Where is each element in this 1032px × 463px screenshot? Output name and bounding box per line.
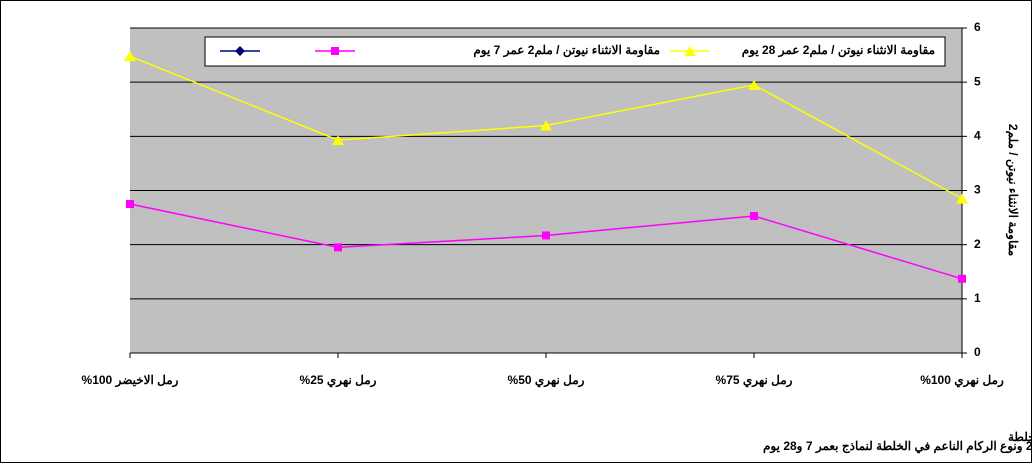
x-tick-label: رمل نهري 25% — [300, 373, 377, 388]
y-tick-label: 5 — [974, 74, 981, 88]
legend-marker — [684, 46, 696, 56]
x-tick-label: رمل نهري 50% — [508, 373, 585, 388]
x-axis-title: نوع الركام الناعم في الخلطة — [1008, 430, 1032, 445]
y-tick-label: 6 — [974, 20, 981, 34]
x-tick-label: رمل الاخيضر 100% — [82, 373, 179, 388]
y-tick-label: 4 — [974, 129, 981, 143]
data-point — [334, 243, 342, 252]
x-tick-label: رمل نهري 75% — [716, 373, 793, 388]
data-point — [956, 193, 968, 204]
data-point — [958, 274, 966, 283]
legend-label: مقاومة الانثناء نيوتن / ملم2 عمر 28 يوم — [742, 43, 935, 58]
data-point — [750, 211, 758, 220]
caption: شكل رقم 3 العلاقة بين مقاومة الانثناء ني… — [763, 439, 1032, 454]
data-point — [542, 231, 550, 240]
legend-label: مقاومة الانثناء نيوتن / ملم2 عمر 7 يوم — [473, 43, 660, 58]
y-axis-title: مقاومة الانثناء نيوتن / ملم2 — [1005, 124, 1020, 256]
x-tick-label: رمل نهري 100% — [920, 373, 1004, 388]
y-tick-label: 1 — [974, 291, 981, 305]
y-tick-label: 3 — [974, 183, 981, 197]
data-point — [126, 200, 134, 209]
y-tick-label: 0 — [974, 345, 981, 359]
data-point — [332, 135, 344, 146]
data-point — [748, 79, 760, 90]
data-point — [540, 120, 552, 131]
legend-marker — [331, 47, 339, 55]
y-tick-label: 2 — [974, 237, 981, 251]
legend-marker — [235, 46, 245, 56]
data-point — [124, 51, 136, 62]
